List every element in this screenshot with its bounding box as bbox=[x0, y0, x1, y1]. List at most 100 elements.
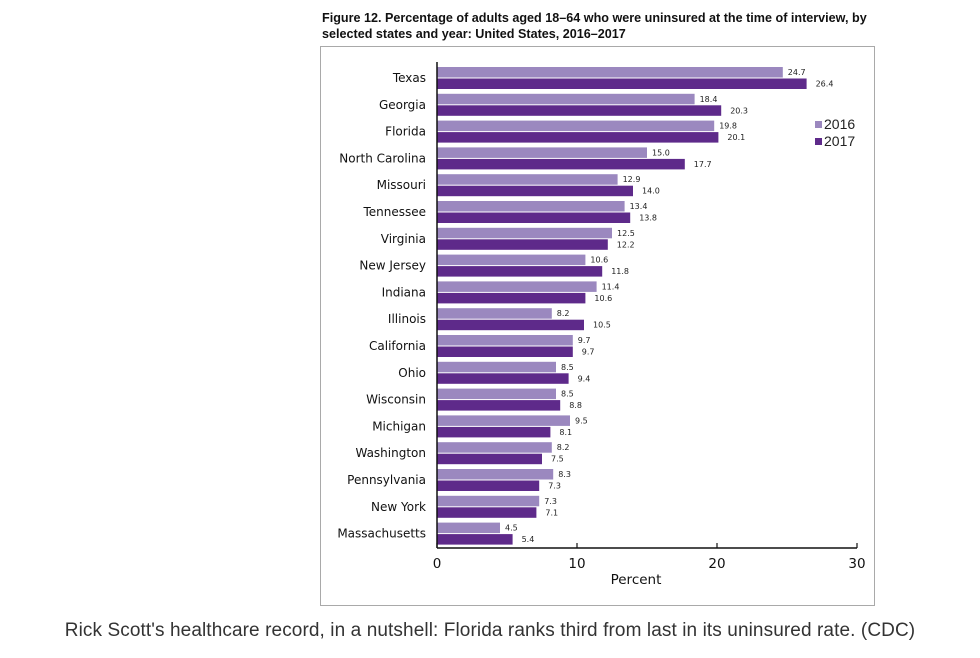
value-label: 14.0 bbox=[642, 187, 660, 196]
bar-2016 bbox=[437, 93, 695, 105]
category-label: Illinois bbox=[388, 312, 426, 326]
bar-2017 bbox=[437, 266, 603, 277]
category-label: Texas bbox=[392, 71, 426, 85]
value-label: 7.1 bbox=[545, 508, 558, 517]
bar-2016 bbox=[437, 147, 647, 158]
value-label: 12.2 bbox=[617, 240, 635, 249]
value-label: 9.5 bbox=[575, 416, 588, 425]
value-label: 10.5 bbox=[593, 321, 611, 330]
category-label: Missouri bbox=[377, 178, 426, 192]
category-label: Georgia bbox=[379, 98, 426, 112]
bar-2017 bbox=[437, 239, 608, 250]
value-label: 15.0 bbox=[652, 148, 670, 157]
value-label: 10.6 bbox=[590, 256, 608, 265]
value-label: 9.4 bbox=[578, 374, 591, 383]
chart-title: Figure 12. Percentage of adults aged 18–… bbox=[322, 11, 867, 41]
value-label: 24.7 bbox=[788, 68, 806, 77]
x-tick-label: 20 bbox=[708, 556, 725, 572]
value-label: 26.4 bbox=[816, 80, 834, 89]
category-label: Pennsylvania bbox=[347, 473, 426, 487]
value-label: 10.6 bbox=[594, 294, 612, 303]
value-label: 8.5 bbox=[561, 390, 574, 399]
value-label: 13.4 bbox=[630, 202, 648, 211]
value-label: 8.1 bbox=[559, 428, 572, 437]
value-label: 8.2 bbox=[557, 309, 570, 318]
category-label: Michigan bbox=[372, 419, 426, 433]
bar-2016 bbox=[437, 469, 554, 480]
category-label: Massachusetts bbox=[337, 527, 426, 541]
value-label: 20.1 bbox=[727, 133, 745, 142]
bar-2016 bbox=[437, 201, 625, 212]
bar-2017 bbox=[437, 212, 631, 223]
x-axis-label: Percent bbox=[611, 572, 662, 588]
value-label: 19.8 bbox=[719, 122, 737, 131]
x-tick-label: 0 bbox=[433, 556, 442, 572]
legend-label-2017: 2017 bbox=[824, 133, 855, 149]
legend-swatch-2016 bbox=[815, 121, 822, 128]
bar-2016 bbox=[437, 495, 540, 507]
category-label: Virginia bbox=[381, 232, 426, 246]
value-label: 12.5 bbox=[617, 229, 635, 238]
bars-group bbox=[437, 67, 807, 545]
bar-2017 bbox=[437, 534, 513, 545]
bar-2017 bbox=[437, 158, 685, 170]
bar-2017 bbox=[437, 400, 561, 411]
bar-2017 bbox=[437, 507, 537, 518]
category-label: New York bbox=[371, 500, 426, 514]
bar-2016 bbox=[437, 308, 552, 319]
bar-2016 bbox=[437, 120, 715, 132]
bar-2017 bbox=[437, 373, 569, 384]
bar-2017 bbox=[437, 292, 586, 304]
value-label: 18.4 bbox=[700, 95, 718, 104]
value-label: 11.4 bbox=[602, 282, 620, 291]
value-label: 8.8 bbox=[569, 401, 582, 410]
value-label: 7.3 bbox=[548, 482, 561, 491]
bar-2017 bbox=[437, 105, 722, 116]
x-tick-label: 10 bbox=[568, 556, 585, 572]
value-label: 9.7 bbox=[578, 336, 591, 345]
value-label: 20.3 bbox=[730, 106, 748, 115]
legend-label-2016: 2016 bbox=[824, 116, 855, 132]
bar-2017 bbox=[437, 480, 540, 491]
bar-2016 bbox=[437, 442, 552, 453]
category-label: Indiana bbox=[382, 285, 426, 299]
category-label: North Carolina bbox=[339, 151, 426, 165]
value-label: 9.7 bbox=[582, 348, 595, 357]
category-label: California bbox=[369, 339, 426, 353]
chart-frame bbox=[320, 46, 875, 606]
image-caption: Rick Scott's healthcare record, in a nut… bbox=[64, 620, 916, 641]
bar-2016 bbox=[437, 388, 556, 400]
category-label: Washington bbox=[355, 446, 426, 460]
value-label: 8.3 bbox=[558, 470, 571, 479]
bar-2017 bbox=[437, 185, 633, 197]
legend-swatch-2017 bbox=[815, 138, 822, 145]
value-label: 8.5 bbox=[561, 363, 574, 372]
category-label: New Jersey bbox=[359, 259, 426, 273]
bar-2016 bbox=[437, 522, 500, 534]
bar-2017 bbox=[437, 132, 719, 143]
bar-2017 bbox=[437, 426, 551, 438]
category-label: Wisconsin bbox=[366, 393, 426, 407]
x-tick-label: 30 bbox=[848, 556, 865, 572]
bar-2016 bbox=[437, 227, 612, 239]
category-label: Tennessee bbox=[362, 205, 426, 219]
bar-2016 bbox=[437, 281, 597, 292]
x-axis-ticks: 0 10 20 30 bbox=[433, 543, 866, 572]
bar-2017 bbox=[437, 346, 573, 357]
category-label: Florida bbox=[385, 125, 426, 139]
bar-2017 bbox=[437, 319, 584, 331]
value-label: 13.8 bbox=[639, 214, 657, 223]
bar-2016 bbox=[437, 174, 618, 185]
bar-2017 bbox=[437, 453, 542, 465]
value-label: 11.8 bbox=[611, 267, 629, 276]
category-labels: Texas Georgia Florida North Carolina Missour… bbox=[337, 71, 426, 541]
bar-2017 bbox=[437, 78, 807, 89]
bar-2016 bbox=[437, 254, 586, 266]
value-label: 12.9 bbox=[623, 175, 641, 184]
bar-2016 bbox=[437, 335, 573, 346]
bar-2016 bbox=[437, 361, 556, 373]
value-label: 5.4 bbox=[522, 535, 535, 544]
value-label: 8.2 bbox=[557, 443, 570, 452]
